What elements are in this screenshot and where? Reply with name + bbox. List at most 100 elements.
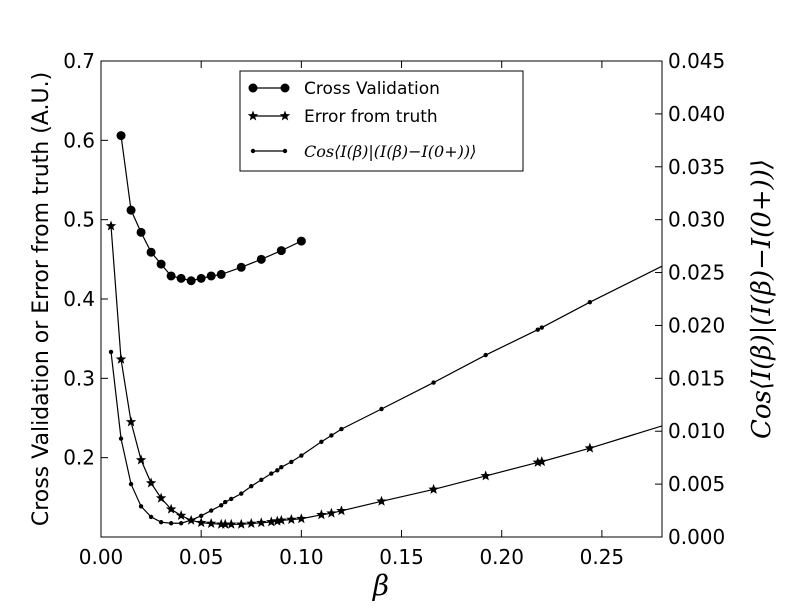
series-point-0 — [186, 276, 196, 286]
series-point-1 — [226, 518, 237, 529]
y-left-tick-label: 0.6 — [63, 128, 95, 152]
series-point-2 — [168, 521, 174, 526]
series-point-1 — [532, 456, 544, 467]
legend-label-2: Cos⟨I(β)|(I(β)−I(0+))⟩ — [304, 142, 476, 161]
series-point-2 — [188, 517, 194, 523]
y-left-tick-label: 0.2 — [63, 446, 95, 470]
y-left-tick-label: 0.5 — [63, 208, 95, 232]
legend-marker-1 — [247, 110, 259, 121]
series-point-1 — [246, 518, 257, 528]
series-point-2 — [118, 436, 124, 441]
x-tick-label: 0.15 — [379, 545, 424, 569]
y-right-tick-label: 0.020 — [668, 313, 725, 337]
series-point-2 — [483, 352, 488, 358]
legend-entries: Cross Validation Error from truth Cos⟨I(β)… — [247, 79, 476, 161]
series-point-1 — [215, 518, 227, 529]
series-point-1 — [376, 495, 387, 506]
series-point-0 — [116, 131, 126, 141]
x-tick-label: 0.10 — [279, 545, 324, 569]
series-point-1 — [236, 518, 247, 529]
legend: Cross Validation Error from truth Cos⟨I(β)… — [239, 70, 524, 172]
y-right-tick-label: 0.045 — [668, 49, 725, 73]
series-point-2 — [108, 349, 114, 355]
series-1 — [105, 220, 662, 529]
y-right-tick-label: 0.000 — [668, 525, 725, 549]
series-point-2 — [275, 468, 280, 473]
legend-label-0: Cross Validation — [304, 79, 440, 99]
legend-marker-2 — [282, 148, 288, 154]
series-point-1 — [276, 514, 287, 525]
ticks-layer: 0.00 0.05 0.10 0.15 0.20 0.25 0.2 0.3 0.4 0.5 0.6 0… — [63, 49, 725, 569]
y-right-tick-label: 0.040 — [668, 102, 725, 126]
x-tick-label: 0.25 — [580, 545, 625, 569]
y-axis-label-right: Cos⟨I(β)|(I(β)−I(0+))⟩ — [747, 159, 777, 439]
series-point-2 — [269, 471, 274, 476]
series-point-2 — [128, 481, 134, 487]
series-2 — [108, 265, 662, 526]
series-layer — [105, 131, 662, 529]
series-point-0 — [136, 227, 146, 237]
series-point-2 — [223, 499, 228, 505]
series-point-2 — [208, 508, 214, 513]
x-tick-label: 0.05 — [179, 545, 224, 569]
y-left-tick-label: 0.3 — [63, 366, 95, 390]
y-right-tick-label: 0.030 — [668, 208, 725, 232]
series-point-1 — [256, 517, 267, 528]
series-point-1 — [286, 514, 297, 524]
series-point-2 — [158, 519, 164, 525]
series-point-0 — [236, 262, 246, 272]
series-point-0 — [276, 246, 286, 256]
series-point-2 — [219, 503, 224, 508]
series-point-2 — [289, 459, 294, 465]
series-point-2 — [249, 484, 254, 489]
series-point-0 — [166, 271, 176, 281]
series-point-2 — [535, 327, 540, 332]
series-point-1 — [125, 416, 137, 427]
series-point-0 — [126, 205, 136, 215]
series-point-0 — [206, 271, 216, 281]
series-point-0 — [196, 273, 206, 283]
series-point-2 — [431, 380, 436, 385]
series-point-0 — [146, 247, 156, 257]
series-point-0 — [156, 259, 166, 269]
y-axis-label-left: Cross Validation or Error from truth (A.… — [29, 72, 54, 526]
legend-marker-0 — [248, 83, 258, 93]
series-point-1 — [135, 454, 147, 465]
series-point-1 — [428, 483, 439, 494]
series-point-2 — [138, 504, 144, 509]
series-point-2 — [279, 464, 284, 470]
series-point-1 — [165, 503, 177, 514]
series-point-2 — [319, 439, 324, 444]
series-point-2 — [148, 514, 154, 520]
series-point-1 — [105, 220, 117, 231]
series-point-1 — [145, 477, 157, 488]
series-point-2 — [178, 521, 184, 526]
series-point-1 — [195, 517, 207, 528]
series-point-2 — [299, 453, 304, 458]
legend-marker-0 — [280, 83, 290, 93]
series-point-1 — [205, 518, 217, 528]
series-point-1 — [155, 492, 167, 503]
series-point-1 — [296, 513, 307, 524]
series-point-1 — [584, 442, 596, 453]
series-point-1 — [316, 509, 327, 520]
series-point-1 — [175, 510, 187, 521]
series-point-1 — [266, 516, 277, 527]
y-right-tick-label: 0.015 — [668, 366, 725, 390]
series-point-1 — [219, 518, 231, 529]
series-point-1 — [326, 507, 337, 518]
series-point-1 — [336, 505, 347, 516]
series-point-1 — [536, 456, 548, 467]
series-point-2 — [379, 406, 384, 412]
series-point-2 — [339, 426, 344, 432]
x-tick-label: 0.20 — [479, 545, 524, 569]
series-point-1 — [115, 353, 127, 364]
legend-marker-1 — [279, 110, 291, 121]
y-left-tick-label: 0.4 — [63, 287, 95, 311]
series-point-2 — [239, 491, 244, 496]
y-right-tick-label: 0.005 — [668, 472, 725, 496]
y-right-tick-label: 0.035 — [668, 155, 725, 179]
series-point-2 — [229, 496, 234, 502]
legend-label-1: Error from truth — [304, 107, 438, 127]
